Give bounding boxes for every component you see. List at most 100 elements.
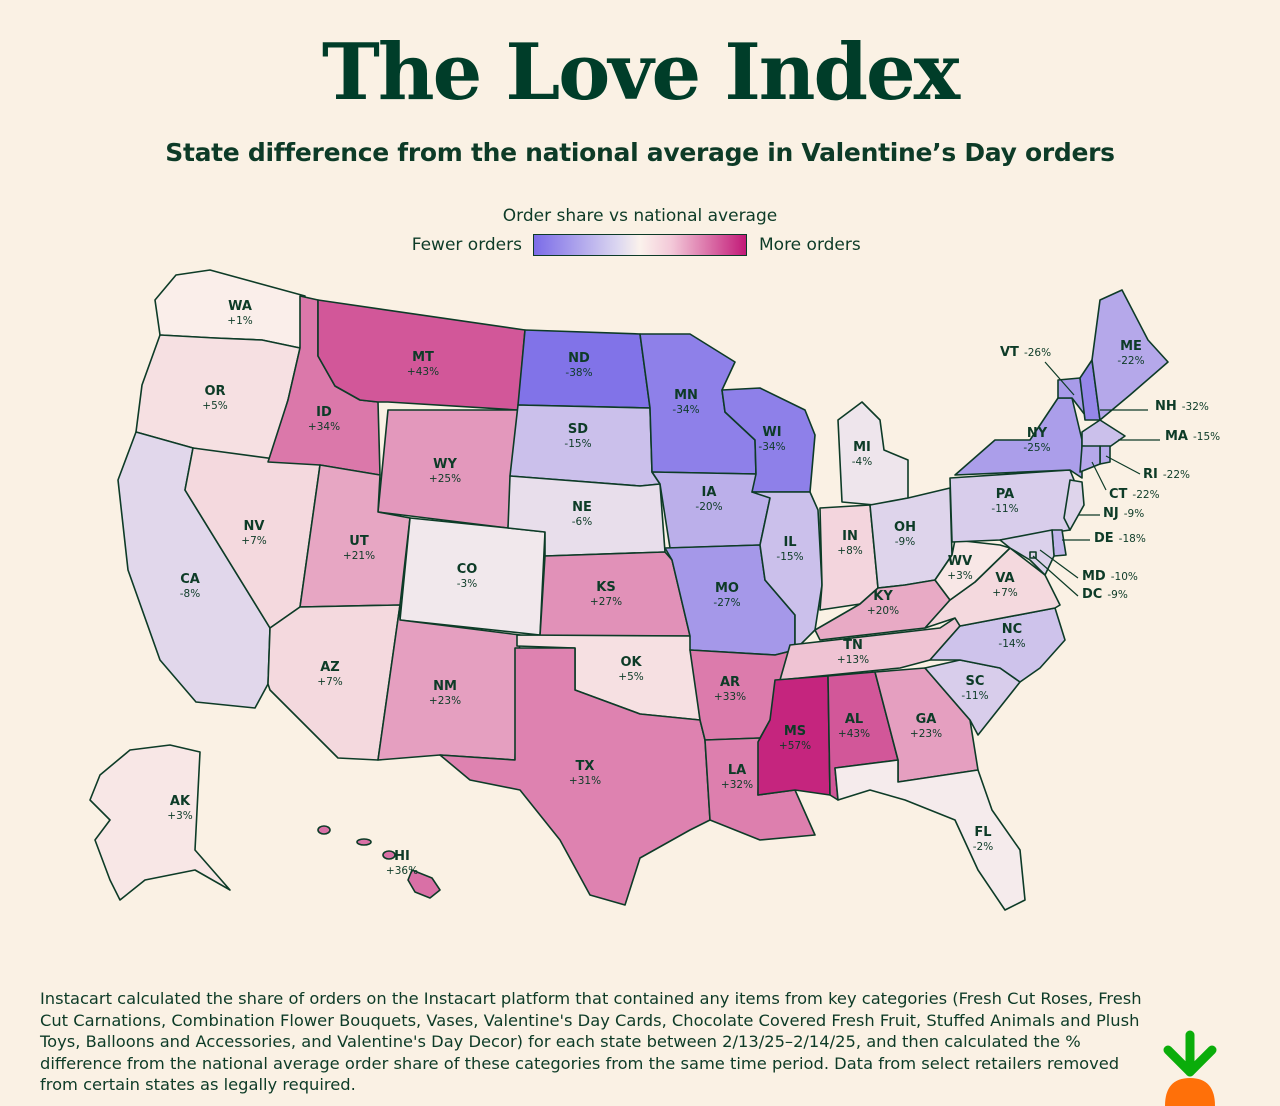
state-label-ca: CA [180,572,200,587]
state-label-la: LA [728,763,746,778]
state-value-me: -22% [1117,355,1144,367]
legend-high-label: More orders [759,235,861,255]
legend-color-scale [533,234,747,256]
state-value-il: -15% [776,551,803,563]
state-label-ut: UT [349,534,369,549]
state-value-de: -18% [1119,533,1146,545]
state-label-sc: SC [966,674,985,689]
state-value-ia: -20% [695,501,722,513]
state-label-il: IL [783,535,796,550]
state-label-nh: NH -32% [1155,399,1209,414]
carrot-logo [1163,1030,1217,1106]
state-label-hi: HI [394,849,410,864]
state-label-nd: ND [568,351,590,366]
page-title: The Love Index [321,27,960,118]
state-shape-wv[interactable] [934,539,1011,601]
state-shape-ak[interactable] [89,744,231,901]
state-value-ri: -22% [1163,469,1190,481]
state-label-dc: DC -9% [1082,587,1128,602]
state-label-nj: NJ -9% [1103,506,1144,521]
state-label-ar: AR [720,675,740,690]
state-value-ma: -15% [1193,431,1220,443]
state-value-or: +5% [202,400,227,412]
state-label-ny: NY [1027,426,1048,441]
state-value-fl: -2% [973,841,993,853]
state-value-ar: +33% [714,691,746,703]
state-value-la: +32% [721,779,753,791]
state-label-sd: SD [568,422,588,437]
state-value-sd: -15% [564,438,591,450]
state-label-fl: FL [974,825,991,840]
state-shape-hi[interactable] [407,869,441,899]
state-label-mt: MT [412,350,434,365]
state-shape-in[interactable] [819,504,879,611]
state-label-in: IN [842,529,858,544]
state-label-or: OR [204,384,225,399]
label-leader-lines [1032,361,1160,597]
state-value-sc: -11% [961,690,988,702]
state-value-ny: -25% [1023,442,1050,454]
state-value-ks: +27% [590,596,622,608]
state-label-ma: MA -15% [1165,429,1220,444]
state-value-ca: -8% [180,588,200,600]
state-value-id: +34% [308,421,340,433]
state-value-nh: -32% [1182,401,1209,413]
state-label-me: ME [1120,339,1142,354]
state-label-al: AL [845,712,863,727]
state-shape-ri[interactable] [1099,445,1111,465]
state-label-oh: OH [894,520,916,535]
methodology-footnote: Instacart calculated the share of orders… [40,989,1142,1095]
state-label-nv: NV [244,519,265,534]
state-label-pa: PA [996,487,1014,502]
legend-low-label: Fewer orders [411,235,522,255]
state-shape-nj[interactable] [1063,479,1085,531]
state-label-mo: MO [715,581,739,596]
state-value-wa: +1% [227,315,252,327]
state-label-ks: KS [596,580,615,595]
state-shape-fl[interactable] [834,759,1026,911]
state-value-tx: +31% [569,775,601,787]
state-value-ok: +5% [618,671,643,683]
hawaii-island-oahu [317,825,331,835]
state-value-va: +7% [992,587,1017,599]
state-value-ms: +57% [779,740,811,752]
state-value-az: +7% [317,676,342,688]
state-shape-ny[interactable] [954,397,1083,479]
state-label-wi: WI [762,425,781,440]
state-shape-md[interactable] [999,529,1055,576]
state-label-ia: IA [702,485,717,500]
state-label-ne: NE [572,500,592,515]
state-shape-me[interactable] [1091,289,1169,421]
state-shape-ma[interactable] [1081,419,1126,449]
state-label-nm: NM [433,679,457,694]
state-shape-ct[interactable] [1079,445,1101,473]
state-label-wa: WA [228,299,252,314]
state-value-nv: +7% [241,535,266,547]
state-value-wy: +25% [429,473,461,485]
state-shape-mi[interactable] [837,401,909,506]
hawaii-island-molokai [356,838,372,846]
state-value-ut: +21% [343,550,375,562]
state-value-wi: -34% [758,441,785,453]
state-value-vt: -26% [1024,347,1051,359]
state-label-ak: AK [170,794,191,809]
state-label-ga: GA [916,712,937,727]
state-value-mo: -27% [713,597,740,609]
state-label-id: ID [316,405,332,420]
state-value-mn: -34% [672,404,699,416]
state-label-nc: NC [1002,622,1022,637]
state-label-wv: WV [948,554,972,569]
state-shape-vt[interactable] [1057,377,1086,416]
state-shape-tx[interactable] [439,647,711,906]
state-label-ri: RI -22% [1143,467,1190,482]
state-value-oh: -9% [895,536,915,548]
state-value-ky: +20% [867,605,899,617]
state-value-co: -3% [457,578,477,590]
state-value-nm: +23% [429,695,461,707]
state-value-nj: -9% [1124,508,1144,520]
state-label-mi: MI [853,440,871,455]
state-value-ak: +3% [167,810,192,822]
state-label-ct: CT -22% [1109,487,1160,502]
state-label-va: VA [995,571,1014,586]
